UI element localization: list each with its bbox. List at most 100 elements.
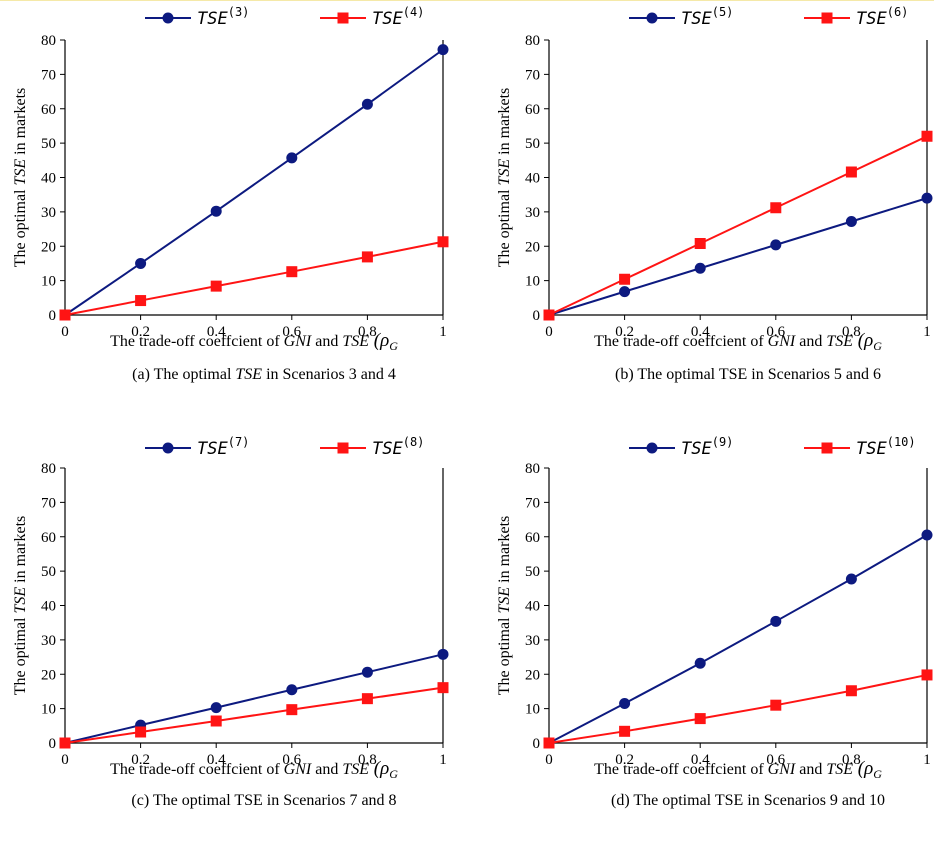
- series-2-point: [922, 131, 933, 142]
- series-2-point: [60, 738, 71, 749]
- y-tick-label: 10: [525, 274, 540, 290]
- series-2-point: [695, 713, 706, 724]
- series-2-point: [211, 716, 222, 727]
- panel-caption-part: (d) The optimal TSE in Scenarios 9 and 1…: [611, 792, 885, 809]
- legend-label-sup: (6): [887, 5, 909, 19]
- legend-label: TSE(9): [681, 435, 733, 459]
- panel-caption-part: (b) The optimal TSE in Scenarios 5 and 6: [615, 366, 881, 383]
- y-tick-label: 80: [525, 33, 540, 49]
- y-tick-label: 70: [41, 495, 56, 511]
- y-tick-label: 60: [41, 102, 56, 118]
- x-axis-title-part: TSE: [826, 761, 853, 778]
- legend-entry-1: TSE(5): [629, 5, 733, 29]
- legend-label: TSE(4): [372, 5, 424, 29]
- y-tick-label: 30: [525, 633, 540, 649]
- legend-marker: [338, 13, 349, 24]
- y-axis-title: The optimal TSE in markets: [12, 516, 29, 696]
- series-1-point: [135, 258, 146, 269]
- legend-label-sup: (5): [712, 5, 734, 19]
- x-axis-title-part: and: [795, 761, 826, 778]
- legend-label-name: TSE: [856, 439, 887, 459]
- y-tick-label: 10: [41, 702, 56, 718]
- chart-panel-2: 010203040506070800 0.2 0.4 0.6 0.8 1The optim…: [496, 5, 933, 383]
- y-tick-label: 50: [41, 136, 56, 152]
- x-tick-label: 1: [439, 324, 447, 340]
- series-2-point: [544, 738, 555, 749]
- y-tick-label: 40: [525, 599, 540, 615]
- x-axis-title-part: and: [311, 333, 342, 350]
- legend-marker: [163, 443, 174, 454]
- series-2-point: [922, 669, 933, 680]
- series-1-point: [770, 239, 781, 250]
- legend-label-name: TSE: [681, 9, 712, 29]
- legend-marker: [163, 13, 174, 24]
- y-axis-title-part: in markets: [496, 88, 513, 159]
- y-axis-title-part: TSE: [12, 587, 29, 614]
- series-1-point: [619, 286, 630, 297]
- panel-caption-part: (c) The optimal TSE in Scenarios 7 and 8: [131, 792, 396, 809]
- x-axis-title-part: The trade-off coeffcient of: [594, 761, 768, 778]
- y-tick-label: 80: [41, 461, 56, 477]
- series-1-point: [362, 667, 373, 678]
- legend-label-name: TSE: [372, 439, 403, 459]
- x-tick-label: 1: [439, 752, 447, 768]
- series-1-point: [211, 206, 222, 217]
- series-1-point: [362, 99, 373, 110]
- y-tick-label: 30: [41, 205, 56, 221]
- chart-panel-1: 010203040506070800 0.2 0.4 0.6 0.8 1The optim…: [12, 5, 449, 383]
- legend-marker: [647, 443, 658, 454]
- x-axis-title-part: GNI: [284, 333, 312, 350]
- y-tick-label: 0: [533, 736, 541, 752]
- x-tick-label: 0: [545, 752, 553, 768]
- panel-caption: (c) The optimal TSE in Scenarios 7 and 8: [131, 792, 396, 809]
- x-axis-title-part: TSE: [342, 761, 369, 778]
- y-tick-label: 50: [525, 564, 540, 580]
- y-axis-title-part: in markets: [12, 88, 29, 159]
- legend-marker: [338, 443, 349, 454]
- series-line-1: [65, 50, 443, 315]
- y-tick-label: 60: [525, 530, 540, 546]
- series-2-point: [135, 727, 146, 738]
- y-tick-label: 80: [525, 461, 540, 477]
- panel-caption-part: (a) The optimal: [132, 366, 235, 383]
- y-axis-title-part: in markets: [12, 516, 29, 587]
- y-axis-title: The optimal TSE in markets: [12, 88, 29, 268]
- series-line-1: [65, 654, 443, 743]
- y-tick-label: 10: [525, 702, 540, 718]
- panel-caption: (d) The optimal TSE in Scenarios 9 and 1…: [611, 792, 885, 809]
- legend-entry-2: TSE(6): [804, 5, 908, 29]
- series-1-point: [286, 684, 297, 695]
- y-axis-title-part: in markets: [496, 516, 513, 587]
- legend-entry-2: TSE(4): [320, 5, 424, 29]
- y-axis-title-part: The optimal: [12, 186, 29, 268]
- y-tick-label: 50: [41, 564, 56, 580]
- series-1-point: [922, 530, 933, 541]
- legend-entry-1: TSE(9): [629, 435, 733, 459]
- series-1-point: [695, 658, 706, 669]
- series-2-point: [438, 236, 449, 247]
- series-2-point: [211, 281, 222, 292]
- series-line-2: [65, 688, 443, 743]
- legend-label: TSE(3): [197, 5, 249, 29]
- legend-entry-2: TSE(10): [804, 435, 916, 459]
- y-tick-label: 80: [41, 33, 56, 49]
- panel-caption: (b) The optimal TSE in Scenarios 5 and 6: [615, 366, 881, 383]
- series-2-point: [286, 704, 297, 715]
- x-axis-title-part: The trade-off coeffcient of: [594, 333, 768, 350]
- y-tick-label: 0: [49, 736, 57, 752]
- y-axis-title-part: The optimal: [496, 614, 513, 696]
- series-2-point: [619, 274, 630, 285]
- y-tick-label: 70: [525, 495, 540, 511]
- legend-label: TSE(5): [681, 5, 733, 29]
- x-axis-title-part: G: [389, 339, 398, 353]
- series-line-2: [65, 242, 443, 315]
- legend-label-sup: (7): [228, 435, 250, 449]
- x-tick-label: 1: [923, 752, 931, 768]
- x-axis-title-part: (ρ: [853, 330, 873, 351]
- x-axis-title: The trade-off coeffcient of GNI and TSE …: [110, 758, 398, 781]
- series-2-point: [770, 700, 781, 711]
- x-axis-title-part: The trade-off coeffcient of: [110, 333, 284, 350]
- y-axis-title-part: The optimal: [12, 614, 29, 696]
- y-tick-label: 40: [41, 171, 56, 187]
- y-tick-label: 30: [525, 205, 540, 221]
